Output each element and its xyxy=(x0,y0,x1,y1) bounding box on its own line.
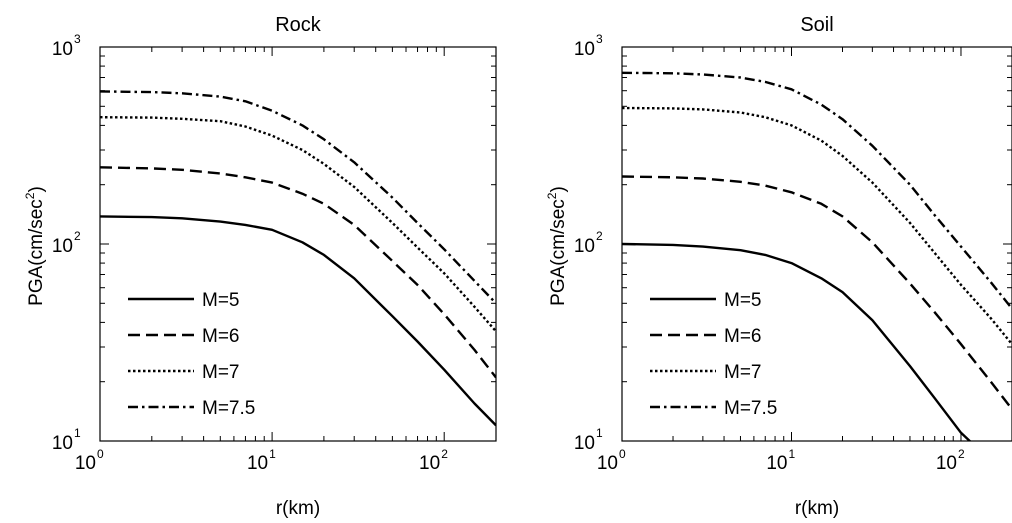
legend-label: M=7.5 xyxy=(202,398,255,419)
legend-label: M=7.5 xyxy=(724,398,777,419)
x-tick-label: 10 xyxy=(247,453,268,474)
x-tick-exponent: 0 xyxy=(619,447,626,461)
chart-panel-rock: 10 0 10 1 10 210 110 210 3Rockr(km)PGA(cm/sec2)M… xyxy=(23,14,497,519)
y-axis-label: PGA(cm/sec2) xyxy=(545,186,569,306)
legend-label: M=5 xyxy=(724,290,762,311)
legend: M=5 M=6 M=7 M=7.5 xyxy=(650,290,777,419)
y-tick-exponent: 1 xyxy=(74,426,81,440)
chart-title: Soil xyxy=(800,14,833,36)
series-line-m-7 xyxy=(100,116,496,333)
legend: M=5 M=6 M=7 M=7.5 xyxy=(128,290,255,419)
x-tick-label: 10 xyxy=(75,453,96,474)
y-axis-label-superscript: 2 xyxy=(23,192,37,199)
x-tick-label: 10 xyxy=(936,453,957,474)
series-group xyxy=(100,90,496,427)
y-tick-exponent: 2 xyxy=(74,229,81,243)
legend-label: M=7 xyxy=(724,362,762,383)
y-axis-label-main: PGA(cm/sec xyxy=(548,199,569,306)
y-tick-label: 10 xyxy=(574,39,595,60)
series-line-m-7 xyxy=(622,106,1012,345)
y-tick-label: 10 xyxy=(574,433,595,454)
x-tick-label: 10 xyxy=(419,453,440,474)
series-line-m-6 xyxy=(100,166,496,379)
x-tick-exponent: 1 xyxy=(269,447,276,461)
x-tick-exponent: 2 xyxy=(958,447,965,461)
series-group xyxy=(622,71,1012,441)
axis-ticks xyxy=(622,47,1012,441)
plot-frame xyxy=(621,46,1012,442)
series-line-m-5 xyxy=(100,215,496,427)
y-tick-label: 10 xyxy=(52,39,73,60)
y-axis-label: PGA(cm/sec2) xyxy=(23,186,47,306)
series-line-m-7-5 xyxy=(100,90,496,305)
series-line-m-5 xyxy=(622,242,972,441)
axis-ticks xyxy=(100,47,496,441)
x-axis-label: r(km) xyxy=(795,498,839,519)
x-tick-exponent: 0 xyxy=(97,447,104,461)
chart-title: Rock xyxy=(275,14,322,36)
x-tick-exponent: 1 xyxy=(788,447,795,461)
legend-label: M=7 xyxy=(202,362,240,383)
x-tick-label: 10 xyxy=(597,453,618,474)
y-tick-exponent: 3 xyxy=(596,32,603,46)
legend-label: M=6 xyxy=(202,326,240,347)
x-tick-label: 10 xyxy=(766,453,787,474)
legend-label: M=6 xyxy=(724,326,762,347)
y-tick-label: 10 xyxy=(52,433,73,454)
y-axis-label-superscript: 2 xyxy=(545,192,559,199)
x-tick-exponent: 2 xyxy=(441,447,448,461)
y-tick-label: 10 xyxy=(52,236,73,257)
y-axis-label-close: ) xyxy=(548,186,569,192)
series-line-m-7-5 xyxy=(622,71,1012,310)
x-axis-label: r(km) xyxy=(276,498,320,519)
chart-panel-soil: 10 0 10 1 10 210 110 210 3Soilr(km)PGA(cm/sec2)M… xyxy=(545,14,1012,519)
y-tick-exponent: 3 xyxy=(74,32,81,46)
series-line-m-6 xyxy=(622,175,1012,410)
plot-frame xyxy=(99,46,497,442)
y-axis-label-main: PGA(cm/sec xyxy=(26,199,47,306)
y-tick-exponent: 2 xyxy=(596,229,603,243)
y-tick-exponent: 1 xyxy=(596,426,603,440)
y-axis-label-close: ) xyxy=(26,186,47,192)
legend-label: M=5 xyxy=(202,290,240,311)
y-tick-label: 10 xyxy=(574,236,595,257)
